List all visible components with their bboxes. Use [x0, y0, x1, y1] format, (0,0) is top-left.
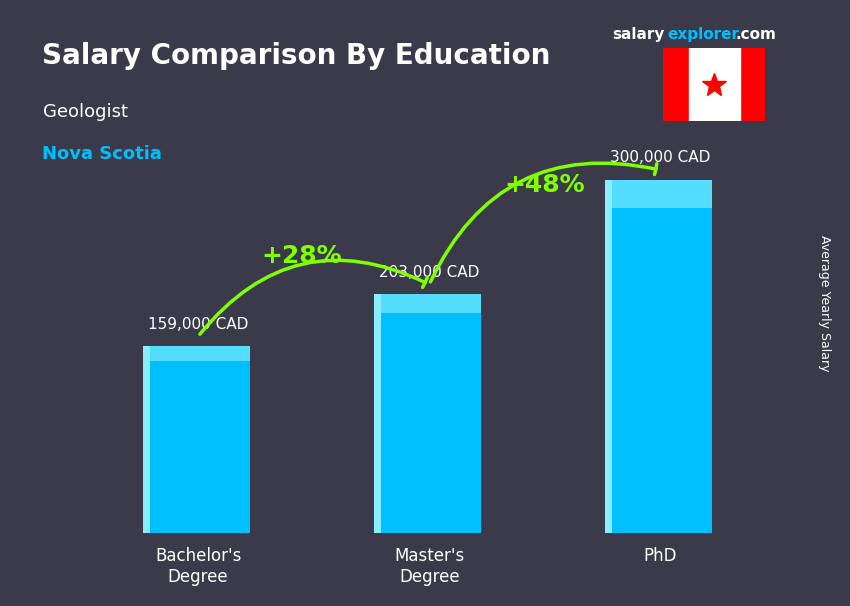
Text: +28%: +28% — [262, 244, 343, 268]
Bar — [604, 179, 612, 533]
Bar — [377, 294, 481, 533]
Text: Nova Scotia: Nova Scotia — [42, 145, 162, 164]
Bar — [374, 294, 381, 533]
Bar — [609, 179, 712, 208]
Text: Salary Comparison By Education: Salary Comparison By Education — [42, 42, 551, 70]
Bar — [146, 346, 250, 533]
Bar — [377, 294, 481, 313]
Text: +48%: +48% — [505, 173, 585, 198]
Text: Geologist: Geologist — [42, 103, 128, 121]
Bar — [609, 179, 712, 533]
Bar — [688, 48, 740, 121]
Text: explorer: explorer — [667, 27, 740, 42]
Text: salary: salary — [612, 27, 665, 42]
Bar — [663, 48, 688, 121]
Text: Average Yearly Salary: Average Yearly Salary — [818, 235, 831, 371]
Text: 159,000 CAD: 159,000 CAD — [148, 316, 248, 331]
Text: 203,000 CAD: 203,000 CAD — [379, 265, 479, 280]
Bar — [146, 346, 250, 361]
Text: .com: .com — [735, 27, 776, 42]
Text: 300,000 CAD: 300,000 CAD — [610, 150, 711, 165]
Bar — [740, 48, 765, 121]
Bar — [143, 346, 150, 533]
